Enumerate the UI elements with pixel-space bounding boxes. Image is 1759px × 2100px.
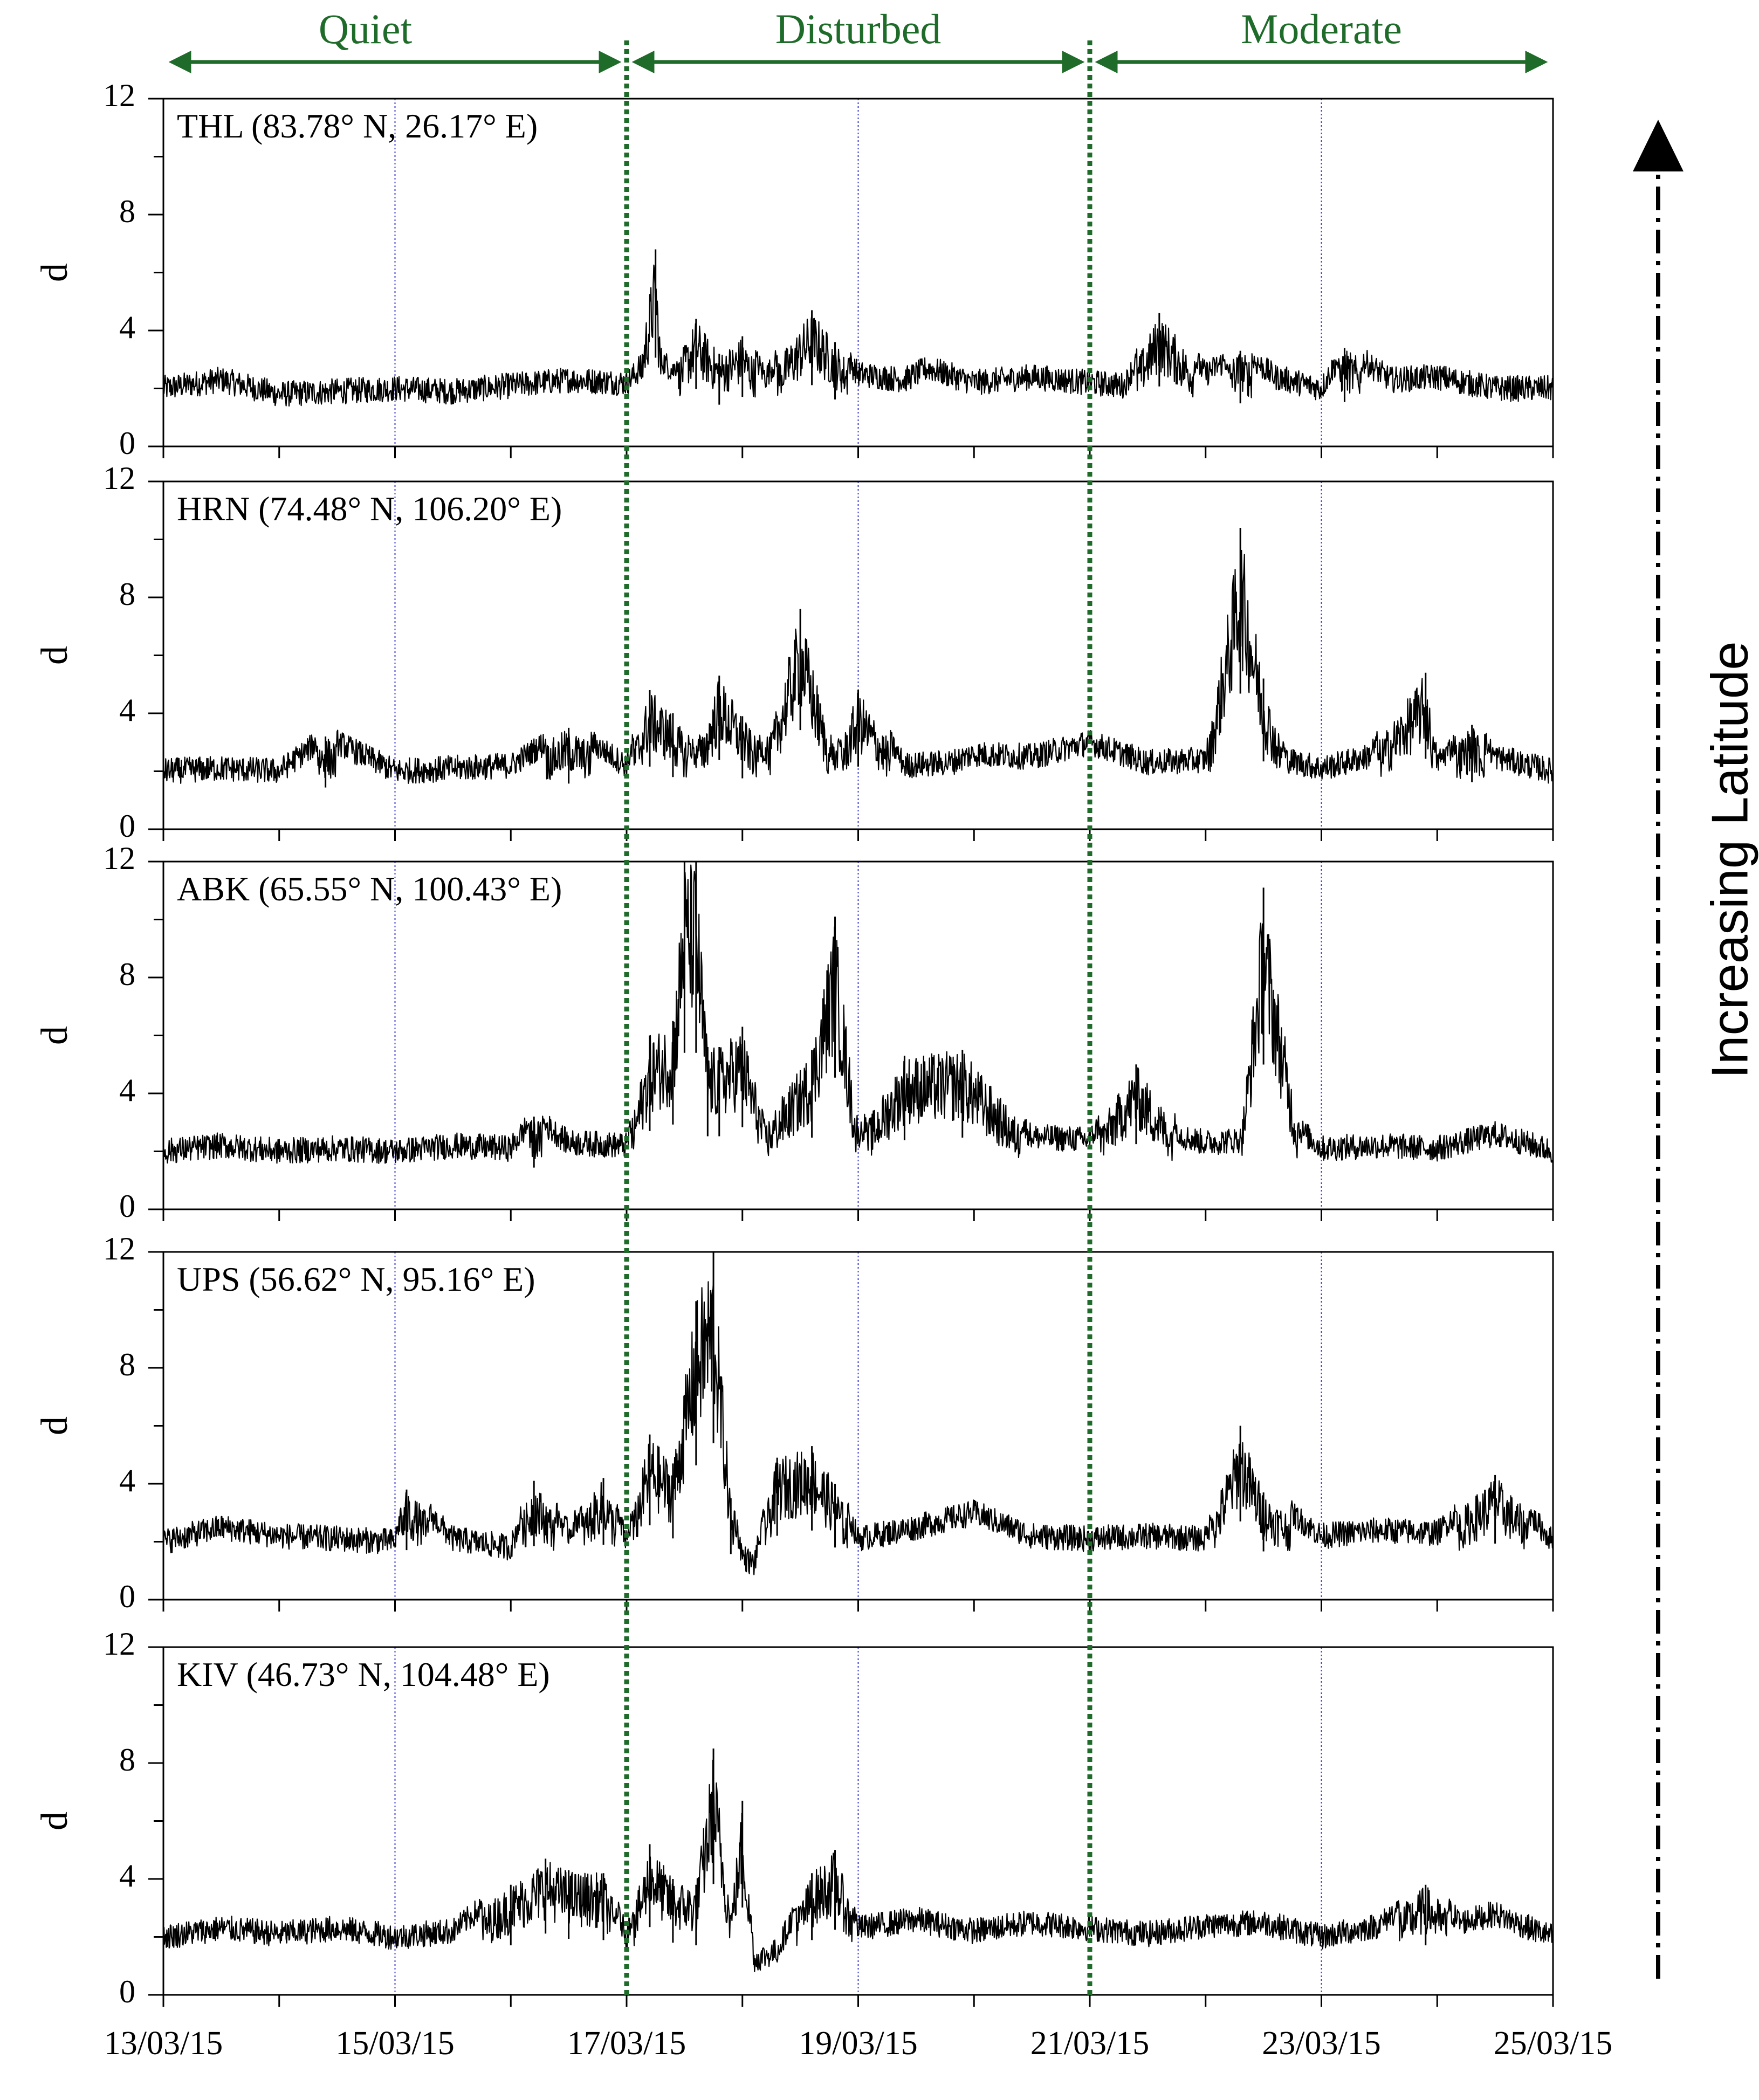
y-tick-label: 0 [119, 1974, 135, 2009]
y-tick-label: 12 [103, 78, 135, 113]
y-tick-label: 0 [119, 1579, 135, 1614]
panel-kiv: 0 4 8 12 d KIV (46.73° N, 104.48° E) [34, 1626, 1554, 2009]
y-tick-label: 8 [119, 576, 135, 612]
chart-panels: 0 4 8 12 d THL (83.78° N, 26.17° E) 0 4 8 12 d HRN … [34, 78, 1554, 2009]
period-label-moderate: Moderate [1241, 5, 1402, 52]
series-line-ups [162, 1279, 1554, 1575]
period-separators [624, 40, 1092, 1995]
period-label-disturbed: Disturbed [775, 5, 942, 52]
y-tick-label: 8 [119, 1347, 135, 1382]
y-tick-label: 0 [119, 808, 135, 844]
y-axis-label: d [34, 1812, 75, 1830]
station-title: UPS (56.62° N, 95.16° E) [177, 1260, 535, 1298]
y-tick-label: 12 [103, 460, 135, 496]
panel-hrn: 0 4 8 12 d HRN (74.48° N, 106.20° E) [34, 460, 1554, 844]
y-tick-label: 4 [119, 309, 135, 345]
y-tick-label: 4 [119, 1072, 135, 1108]
y-axis-label: d [34, 646, 75, 665]
series-line-abk [162, 864, 1554, 1164]
y-tick-label: 0 [119, 425, 135, 461]
station-title: ABK (65.55° N, 100.43° E) [177, 870, 562, 908]
period-label-quiet: Quiet [319, 5, 413, 52]
y-axis-label: d [34, 263, 75, 282]
y-tick-label: 8 [119, 1742, 135, 1778]
x-tick-label: 25/03/15 [1494, 2025, 1612, 2062]
station-title: THL (83.78° N, 26.17° E) [177, 107, 538, 145]
x-tick-label: 15/03/15 [335, 2025, 454, 2062]
period-annotations: Quiet Disturbed Moderate [168, 5, 1548, 73]
y-tick-label: 0 [119, 1188, 135, 1224]
panel-ups: 0 4 8 12 d UPS (56.62° N, 95.16° E) [34, 1231, 1554, 1614]
y-tick-label: 8 [119, 956, 135, 992]
y-tick-label: 12 [103, 1626, 135, 1662]
panel-thl: 0 4 8 12 d THL (83.78° N, 26.17° E) [34, 78, 1554, 461]
y-tick-label: 8 [119, 194, 135, 229]
x-tick-label: 23/03/15 [1262, 2025, 1380, 2062]
x-tick-label: 17/03/15 [567, 2025, 686, 2062]
latitude-indicator: Increasing Latitude [1633, 120, 1758, 1979]
series-line-thl [162, 264, 1554, 407]
y-tick-label: 12 [103, 1231, 135, 1266]
x-tick-label: 13/03/15 [104, 2025, 223, 2062]
increasing-latitude-label: Increasing Latitude [1701, 641, 1758, 1078]
y-tick-label: 4 [119, 1463, 135, 1498]
y-tick-label: 4 [119, 1858, 135, 1894]
series-line-kiv [162, 1759, 1554, 1972]
latitude-arrow-head [1633, 120, 1684, 171]
shared-x-axis: 13/03/15 15/03/15 17/03/15 19/03/15 21/03/15… [104, 2025, 1612, 2062]
station-title: KIV (46.73° N, 104.48° E) [177, 1655, 550, 1693]
y-axis-label: d [34, 1026, 75, 1045]
y-tick-label: 4 [119, 692, 135, 728]
station-title: HRN (74.48° N, 106.20° E) [177, 490, 562, 528]
x-tick-label: 21/03/15 [1030, 2025, 1149, 2062]
y-tick-label: 12 [103, 841, 135, 876]
x-tick-label: 19/03/15 [799, 2025, 917, 2062]
y-axis-label: d [34, 1416, 75, 1435]
panel-abk: 0 4 8 12 d ABK (65.55° N, 100.43° E) [34, 841, 1554, 1224]
